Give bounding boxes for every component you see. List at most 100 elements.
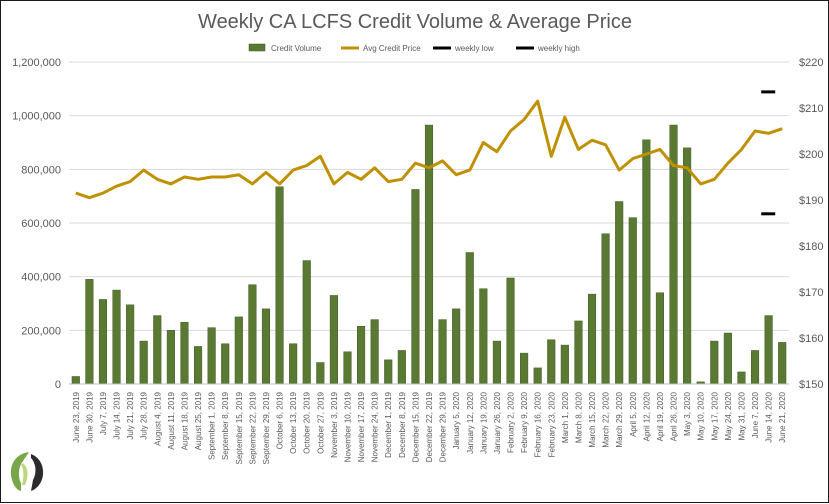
x-tick-label: August 18, 2019 <box>180 391 189 450</box>
bar <box>181 322 189 384</box>
bar <box>534 368 542 384</box>
x-tick-label: October 13, 2019 <box>289 391 298 453</box>
y-left-tick-label: 1,200,000 <box>12 57 61 69</box>
y-right-tick-label: $160 <box>799 333 823 345</box>
x-tick-label: April 5, 2020 <box>629 391 638 436</box>
x-tick-label: October 27, 2019 <box>316 391 325 453</box>
bar <box>262 309 270 384</box>
bar <box>751 350 759 384</box>
bar <box>575 321 583 384</box>
bar <box>317 363 325 384</box>
x-tick-label: November 10, 2019 <box>343 391 352 462</box>
y-left-tick-label: 200,000 <box>21 325 61 337</box>
y-right-tick-label: $190 <box>799 195 823 207</box>
x-tick-label: September 15, 2019 <box>235 391 244 464</box>
bar <box>588 294 596 384</box>
legend-label: Avg Credit Price <box>363 44 421 53</box>
x-tick-label: February 16, 2020 <box>534 391 543 457</box>
x-tick-label: August 25, 2019 <box>194 391 203 450</box>
x-tick-label: May 24, 2020 <box>724 391 733 440</box>
x-tick-label: February 2, 2020 <box>507 391 516 452</box>
bar <box>249 285 257 384</box>
bar <box>140 341 148 384</box>
y-right-tick-label: $170 <box>799 287 823 299</box>
x-tick-label: June 30, 2019 <box>85 391 94 442</box>
x-tick-label: October 20, 2019 <box>303 391 312 453</box>
x-tick-label: May 31, 2020 <box>737 391 746 440</box>
x-tick-label: March 15, 2020 <box>588 391 597 447</box>
bar <box>126 305 134 384</box>
bar <box>602 234 610 384</box>
bars <box>72 125 786 384</box>
x-tick-label: May 3, 2020 <box>683 391 692 436</box>
chart-title: Weekly CA LCFS Credit Volume & Average P… <box>198 11 632 33</box>
x-tick-label: September 22, 2019 <box>248 391 257 464</box>
bar <box>765 316 773 384</box>
x-tick-label: July 7, 2019 <box>99 391 108 435</box>
bar <box>153 316 161 384</box>
x-tick-label: March 29, 2020 <box>615 391 624 447</box>
x-tick-label: August 4, 2019 <box>153 391 162 445</box>
logo-icon <box>7 449 47 495</box>
x-tick-label: December 8, 2019 <box>398 391 407 457</box>
bar <box>208 328 216 384</box>
legend-label: Credit Volume <box>271 44 322 53</box>
legend-label: weekly low <box>454 44 494 53</box>
bar <box>778 342 786 384</box>
x-tick-label: June 21, 2020 <box>778 391 787 442</box>
bar <box>344 352 352 384</box>
bar <box>289 344 297 384</box>
bar <box>629 218 637 384</box>
bar <box>561 345 569 384</box>
y-right-tick-label: $220 <box>799 57 823 69</box>
bar <box>547 340 555 384</box>
x-tick-label: July 28, 2019 <box>140 391 149 439</box>
bar <box>439 320 447 384</box>
bar <box>221 344 229 384</box>
y-axis-right: $150$160$170$180$190$200$210$220 <box>799 57 823 391</box>
bar <box>72 376 80 384</box>
x-tick-label: June 14, 2020 <box>765 391 774 442</box>
x-tick-label: June 23, 2019 <box>72 391 81 442</box>
x-tick-label: January 12, 2020 <box>466 391 475 453</box>
y-right-tick-label: $180 <box>799 241 823 253</box>
bar <box>357 326 365 384</box>
x-tick-label: March 1, 2020 <box>561 391 570 443</box>
x-tick-label: April 12, 2020 <box>642 391 651 441</box>
x-tick-label: January 26, 2020 <box>493 391 502 453</box>
bar <box>507 278 515 384</box>
x-tick-label: December 29, 2019 <box>439 391 448 462</box>
y-left-tick-label: 600,000 <box>21 218 61 230</box>
markers <box>761 92 775 214</box>
x-tick-label: December 1, 2019 <box>384 391 393 457</box>
x-tick-label: September 1, 2019 <box>208 391 217 460</box>
bar <box>235 317 243 384</box>
bar <box>643 140 651 384</box>
x-tick-label: August 11, 2019 <box>167 391 176 449</box>
x-tick-label: March 8, 2020 <box>574 391 583 443</box>
bar <box>738 372 746 384</box>
x-tick-label: January 19, 2020 <box>479 391 488 453</box>
y-right-tick-label: $210 <box>799 103 823 115</box>
x-tick-label: May 17, 2020 <box>710 391 719 440</box>
x-tick-label: November 17, 2019 <box>357 391 366 462</box>
x-tick-label: September 29, 2019 <box>262 391 271 464</box>
x-tick-label: March 22, 2020 <box>602 391 611 447</box>
x-axis: June 23, 2019 June 30, 2019 July 7, 2019 Ju… <box>69 384 789 465</box>
x-tick-label: December 22, 2019 <box>425 391 434 462</box>
x-tick-label: February 9, 2020 <box>520 391 529 452</box>
x-tick-label: June 7, 2020 <box>751 391 760 438</box>
x-tick-label: December 15, 2019 <box>411 391 420 462</box>
x-tick-label: January 5, 2020 <box>452 391 461 449</box>
bar <box>466 253 474 384</box>
x-tick-label: November 3, 2019 <box>330 391 339 457</box>
x-tick-label: May 10, 2020 <box>697 391 706 440</box>
bar <box>194 346 202 384</box>
bar <box>371 320 379 384</box>
bar <box>615 202 623 384</box>
y-right-tick-label: $200 <box>799 149 823 161</box>
bar <box>520 353 528 384</box>
legend-swatch-credit-volume <box>249 44 265 51</box>
